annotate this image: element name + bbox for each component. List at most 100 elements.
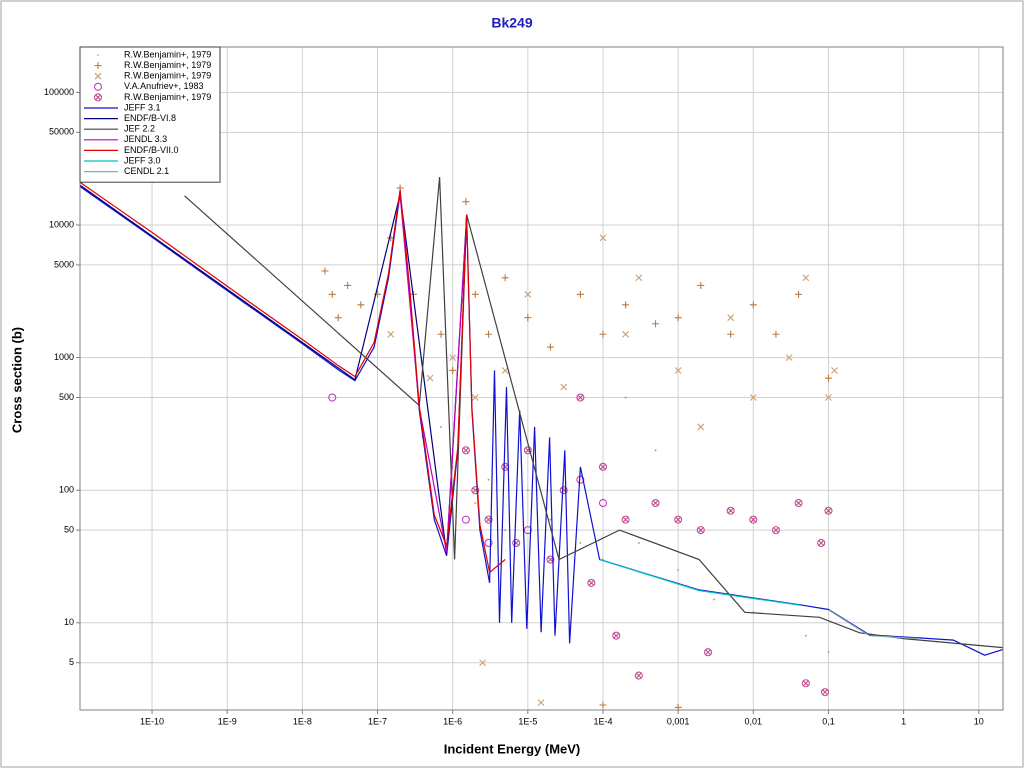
point xyxy=(599,330,607,338)
point xyxy=(576,393,585,402)
point xyxy=(825,394,832,401)
x-tick-label: 10 xyxy=(974,716,984,726)
point xyxy=(727,330,735,338)
point xyxy=(696,526,705,535)
point xyxy=(461,515,470,524)
legend-label: JEFF 3.0 xyxy=(124,155,161,165)
point xyxy=(749,515,758,524)
point xyxy=(817,538,826,548)
y-tick-label: 5 xyxy=(69,657,74,667)
point xyxy=(344,281,352,289)
point xyxy=(501,367,509,374)
x-tick-label: 1E-8 xyxy=(293,716,312,726)
point xyxy=(824,374,832,382)
legend-label: ENDF/B-VII.0 xyxy=(124,145,179,155)
point xyxy=(546,555,555,564)
line xyxy=(79,181,506,574)
point xyxy=(771,526,780,535)
point xyxy=(328,290,336,298)
y-tick-label: 5000 xyxy=(54,259,74,269)
point xyxy=(501,274,509,282)
point xyxy=(387,330,395,338)
point xyxy=(484,538,493,548)
x-tick-label: 1E-4 xyxy=(593,716,612,726)
point xyxy=(462,198,470,206)
grid: 1E-10 1E-9 1E-8 1E-7 1E-6 1E-5 1E-4 0,001 0,01 0,… xyxy=(44,47,1003,726)
y-tick-label: 1000 xyxy=(54,352,74,362)
point xyxy=(794,499,803,508)
point xyxy=(820,688,830,697)
x-tick-label: 1E-7 xyxy=(368,716,387,726)
legend-marker xyxy=(93,82,103,91)
legend-label: R.W.Benjamin+, 1979 xyxy=(124,92,211,102)
point xyxy=(634,671,643,680)
chart-title: Bk249 xyxy=(491,15,532,31)
legend-label: R.W.Benjamin+, 1979 xyxy=(124,60,211,70)
point xyxy=(484,515,493,524)
point xyxy=(599,701,607,709)
plot xyxy=(79,176,1004,711)
point xyxy=(749,394,757,401)
point xyxy=(622,330,630,338)
x-tick-label: 1 xyxy=(901,716,906,726)
x-tick-label: 1E-6 xyxy=(443,716,462,726)
point xyxy=(523,526,532,535)
point xyxy=(328,393,337,402)
point xyxy=(599,234,607,242)
point xyxy=(652,320,660,328)
line xyxy=(828,609,920,640)
point xyxy=(772,330,780,338)
y-axis-label: Cross section (b) xyxy=(9,327,24,433)
point xyxy=(598,499,608,508)
point xyxy=(546,343,554,351)
y-tick-label: 100 xyxy=(59,485,74,495)
point xyxy=(560,383,568,391)
point xyxy=(479,659,486,667)
line xyxy=(184,176,1004,649)
y-tick-label: 50 xyxy=(64,524,74,534)
point xyxy=(524,290,532,298)
point xyxy=(461,446,470,455)
point xyxy=(674,367,682,374)
point xyxy=(749,301,757,309)
legend-label: R.W.Benjamin+, 1979 xyxy=(124,71,211,81)
point xyxy=(674,515,683,524)
x-tick-label: 1E-9 xyxy=(218,716,237,726)
point xyxy=(449,366,457,374)
point xyxy=(651,499,660,508)
point xyxy=(785,354,793,361)
legend-label: JENDL 3.3 xyxy=(124,134,167,144)
point xyxy=(471,290,479,298)
x-tick-label: 1E-5 xyxy=(518,716,537,726)
point xyxy=(621,515,630,524)
legend-label: ENDF/B-VI.8 xyxy=(124,113,176,123)
x-axis-label: Incident Energy (MeV) xyxy=(444,741,581,756)
legend-label: V.A.Anufriev+, 1983 xyxy=(124,81,203,91)
point xyxy=(449,354,457,361)
point xyxy=(587,578,596,587)
point xyxy=(471,394,479,401)
point xyxy=(635,274,643,282)
legend-label: CENDL 2.1 xyxy=(124,166,169,176)
point xyxy=(576,475,585,484)
point xyxy=(537,699,545,707)
plot-border xyxy=(79,46,1004,711)
line xyxy=(599,558,800,606)
legend-box xyxy=(79,46,221,183)
point xyxy=(802,274,810,282)
legend-marker xyxy=(94,62,102,70)
legend-marker xyxy=(94,72,102,80)
point xyxy=(831,367,838,374)
point xyxy=(524,314,532,322)
x-tick-label: 0,01 xyxy=(745,716,763,726)
point xyxy=(622,301,630,309)
point xyxy=(801,679,810,688)
y-tick-label: 10 xyxy=(64,617,74,627)
x-tick-label: 0,001 xyxy=(667,716,690,726)
point xyxy=(598,462,608,471)
point xyxy=(437,330,445,338)
point xyxy=(697,423,705,431)
y-tick-label: 50000 xyxy=(49,127,74,137)
